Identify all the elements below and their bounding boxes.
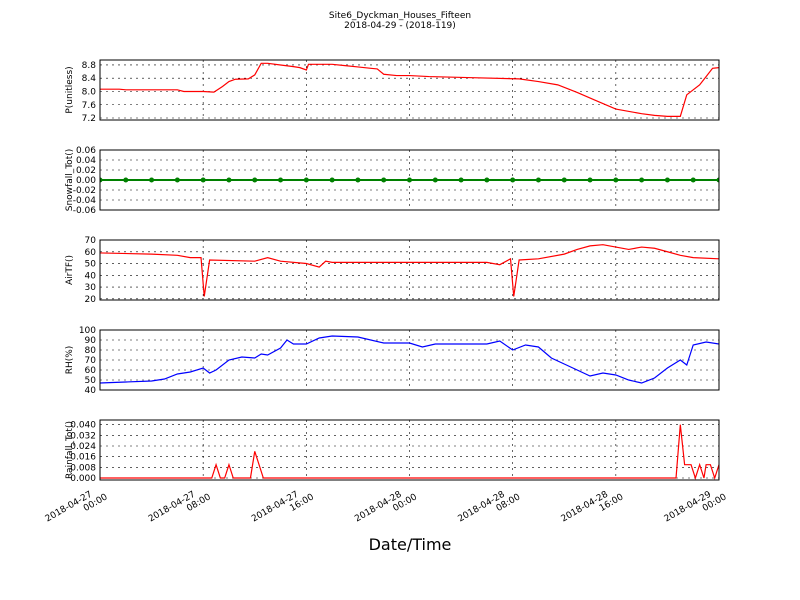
- y-tick-label: 60: [85, 366, 97, 376]
- y-tick-label: 70: [85, 356, 97, 366]
- y-axis-label: Snowfall_Tot(): [65, 149, 75, 212]
- data-point: [355, 177, 361, 183]
- data-point: [174, 177, 180, 183]
- y-tick-label: -0.06: [73, 206, 97, 216]
- y-tick-label: 70: [85, 236, 97, 246]
- y-tick-label: 20: [85, 295, 97, 305]
- y-tick-label: 30: [85, 283, 97, 293]
- y-tick-label: 40: [85, 386, 97, 396]
- data-point: [432, 177, 438, 183]
- data-point: [407, 177, 412, 183]
- y-tick-label: 90: [85, 336, 97, 346]
- y-tick-label: -0.04: [73, 196, 97, 206]
- plot-area: [100, 424, 719, 480]
- y-tick-label: 0.016: [70, 453, 96, 463]
- y-tick-label: 0.000: [70, 474, 96, 484]
- plot-frame: [99, 419, 720, 481]
- data-point: [226, 177, 232, 183]
- y-tick-label: 8.8: [82, 61, 97, 71]
- y-tick-label: 0.008: [70, 463, 96, 473]
- chart-subtitle: 2018-04-29 - (2018-119): [344, 21, 456, 31]
- y-tick-label: 100: [79, 326, 96, 336]
- data-point: [613, 177, 619, 183]
- y-tick-label: 7.2: [82, 114, 96, 124]
- y-tick-label: 50: [85, 260, 97, 270]
- plot-area: [100, 244, 719, 297]
- plot-frame: [99, 149, 720, 211]
- data-line: [100, 244, 719, 297]
- y-tick-label: 0.00: [76, 176, 96, 186]
- data-line: [100, 335, 719, 384]
- data-point: [252, 177, 258, 183]
- x-axis-label: Date/Time: [369, 535, 452, 554]
- data-point: [381, 177, 387, 183]
- data-point: [149, 177, 155, 183]
- data-point: [690, 177, 696, 183]
- y-tick-label: 8.4: [82, 74, 97, 84]
- y-axis-label: AirTF(): [65, 255, 75, 285]
- data-point: [535, 177, 541, 183]
- data-point: [561, 177, 567, 183]
- y-tick-label: -0.02: [73, 186, 96, 196]
- y-tick-label: 40: [85, 271, 97, 281]
- plot-frame: [99, 329, 720, 391]
- data-point: [639, 177, 645, 183]
- y-tick-label: 7.6: [82, 101, 97, 111]
- y-axis-label: P(unitless): [65, 66, 75, 113]
- y-tick-label: 8.0: [82, 87, 97, 97]
- y-tick-label: 0.040: [70, 421, 96, 431]
- data-point: [484, 177, 490, 183]
- y-tick-label: 60: [85, 248, 97, 258]
- y-axis-label: RH(%): [65, 346, 75, 375]
- data-point: [200, 177, 206, 183]
- data-point: [664, 177, 670, 183]
- data-point: [458, 177, 464, 183]
- data-point: [510, 177, 516, 183]
- y-tick-label: 0.04: [76, 156, 96, 166]
- data-line: [100, 62, 719, 117]
- plot-frame: [99, 239, 720, 301]
- plot-area: [100, 335, 719, 384]
- plot-area: [100, 62, 719, 117]
- data-point: [587, 177, 593, 183]
- data-point: [303, 177, 309, 183]
- data-point: [100, 177, 103, 183]
- chart-title: Site6_Dyckman_Houses_Fifteen: [329, 11, 471, 21]
- y-tick-label: 0.024: [70, 442, 96, 452]
- data-line: [100, 424, 719, 480]
- y-tick-label: 80: [85, 346, 97, 356]
- plot-area: [100, 177, 719, 183]
- y-tick-label: 0.02: [76, 166, 96, 176]
- y-tick-label: 0.032: [70, 431, 96, 441]
- y-axis-label: Rainfall_Tot(): [65, 421, 75, 479]
- data-point: [278, 177, 284, 183]
- data-point: [329, 177, 335, 183]
- data-point: [716, 177, 719, 183]
- y-tick-label: 0.06: [76, 146, 96, 156]
- plot-frame: [99, 59, 720, 121]
- y-tick-label: 50: [85, 376, 97, 386]
- data-point: [123, 177, 129, 183]
